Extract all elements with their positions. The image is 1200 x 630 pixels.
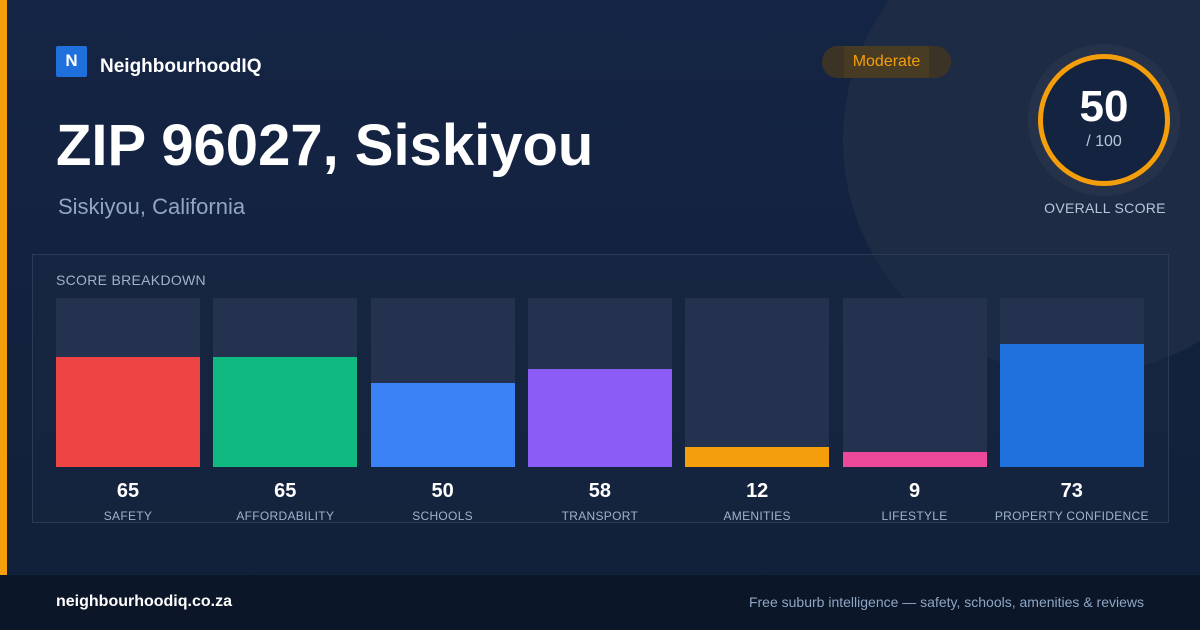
page-subtitle: Siskiyou, California xyxy=(58,194,246,219)
overall-score-caption: OVERALL SCORE xyxy=(1044,200,1166,216)
rating-badge: Moderate xyxy=(822,46,951,78)
bar-track xyxy=(527,298,672,467)
rating-badge-edge-left xyxy=(822,46,844,78)
bar-track xyxy=(213,298,358,467)
bar-value-label: 65 xyxy=(116,480,140,502)
overall-score-ring: 50 / 100 xyxy=(1028,44,1180,196)
score-breakdown-chart: SCORE BREAKDOWN 65 SAFETY 65 AFFORDABILITY 5… xyxy=(32,254,1169,523)
bar-category-label: PROPERTY CONFIDENCE xyxy=(994,509,1149,523)
bar-category-label: LIFESTYLE xyxy=(881,509,948,523)
bar-value-label: 65 xyxy=(274,480,297,502)
bar xyxy=(842,451,987,467)
brand: N NeighbourhoodIQ xyxy=(56,45,261,77)
bar xyxy=(999,343,1144,467)
bar-track xyxy=(370,298,515,467)
bar-value-label: 58 xyxy=(588,480,612,502)
brand-name: NeighbourhoodIQ xyxy=(100,56,262,77)
bar-category-label: AFFORDABILITY xyxy=(236,509,335,523)
bar-category-label: SAFETY xyxy=(103,509,153,523)
bar xyxy=(213,357,358,467)
bar-track xyxy=(56,298,200,467)
footer-tagline: Free suburb intelligence — safety, schoo… xyxy=(748,594,1144,610)
bar-track xyxy=(842,298,987,467)
bar xyxy=(527,368,672,467)
bar-track xyxy=(999,298,1144,467)
overall-score-ring-stroke xyxy=(1038,54,1170,186)
bar-category-label: AMENITIES xyxy=(723,509,791,523)
bar xyxy=(370,382,515,467)
overall-score-max: / 100 xyxy=(1086,133,1122,150)
overall-score-value: 50 xyxy=(1079,82,1129,131)
bar-value-label: 12 xyxy=(746,480,769,502)
rating-badge-label: Moderate xyxy=(852,53,921,70)
bar-value-label: 73 xyxy=(1060,480,1083,502)
bar-value-label: 9 xyxy=(908,480,921,502)
bar xyxy=(685,446,830,467)
footer-url[interactable]: neighbourhoodiq.co.za xyxy=(56,593,232,610)
score-breakdown-title: SCORE BREAKDOWN xyxy=(56,272,206,288)
bar-category-label: TRANSPORT xyxy=(561,509,639,523)
footer: neighbourhoodiq.co.za Free suburb intell… xyxy=(0,575,1200,630)
accent-strip xyxy=(0,0,7,575)
page-title: ZIP 96027, Siskiyou xyxy=(56,113,594,178)
brand-logo-icon: N xyxy=(56,45,87,77)
bar-category-label: SCHOOLS xyxy=(412,509,473,523)
bar xyxy=(56,357,200,467)
bar-value-label: 50 xyxy=(431,480,454,502)
bar-track xyxy=(685,298,830,467)
rating-badge-edge-right xyxy=(929,46,951,78)
